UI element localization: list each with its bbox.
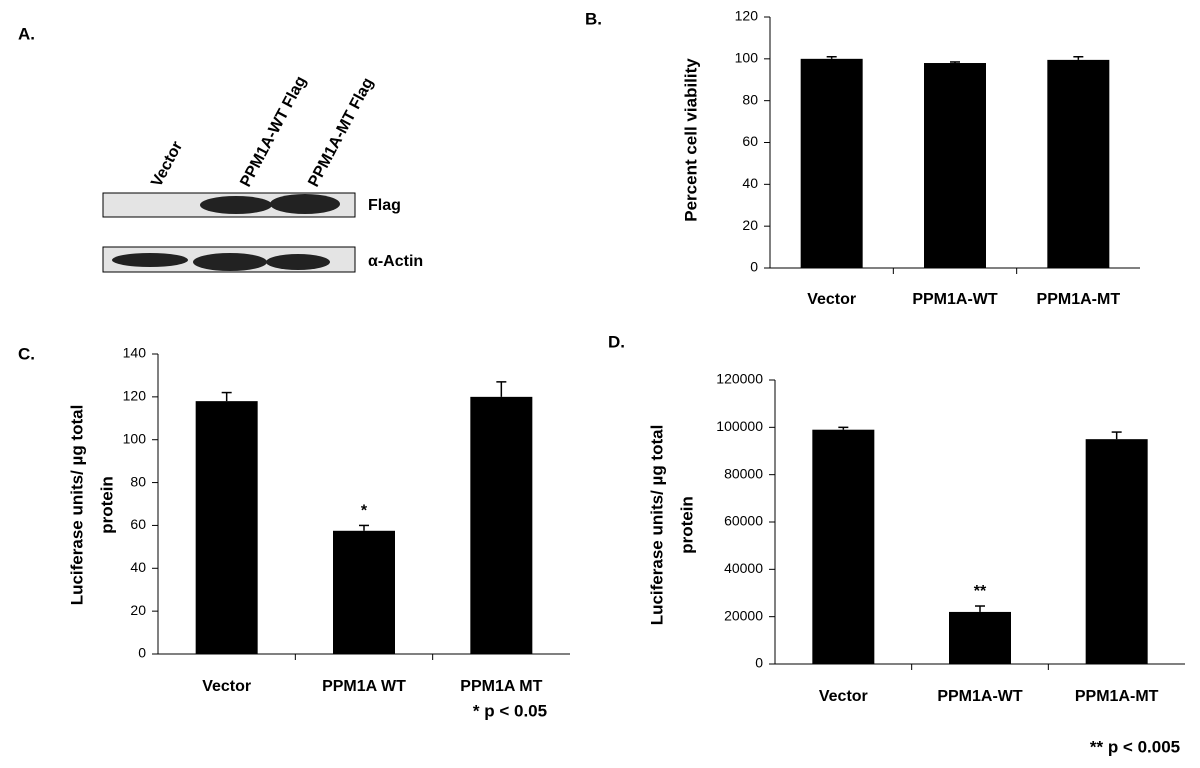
y-tick-label: 40 (742, 175, 758, 191)
bar (812, 429, 875, 664)
y-tick-label: 20 (742, 217, 758, 233)
error-bar (1111, 431, 1122, 440)
footnote: ** p < 0.005 (1090, 737, 1180, 756)
y-tick-label: 100000 (716, 418, 763, 434)
y-axis-label: Luciferase units/ µg total (67, 405, 86, 606)
y-tick-label: 60 (130, 516, 146, 532)
y-axis-label: Luciferase units/ µg total (647, 425, 666, 626)
bar (1047, 59, 1110, 268)
x-tick-label: PPM1A-MT (1075, 688, 1159, 705)
y-tick-label: 0 (138, 645, 146, 661)
x-tick-label: PPM1A MT (460, 678, 542, 695)
y-tick-label: 40 (130, 559, 146, 575)
band (112, 253, 188, 267)
panel-label: B. (585, 9, 602, 28)
row-label: Flag (368, 197, 401, 214)
error-bar (1073, 55, 1084, 60)
x-tick-label: Vector (202, 678, 251, 695)
lane-label: Vector (148, 139, 186, 190)
footnote: * p < 0.05 (473, 701, 547, 720)
y-tick-label: 20 (130, 602, 146, 618)
row-label: α-Actin (368, 253, 423, 270)
error-bar (221, 391, 232, 402)
x-tick-label: PPM1A-MT (1037, 291, 1121, 308)
y-tick-label: 80 (130, 473, 146, 489)
y-axis-label: protein (97, 476, 116, 534)
error-bar (359, 524, 369, 531)
y-tick-label: 0 (755, 655, 763, 671)
y-tick-label: 40000 (724, 560, 763, 576)
x-tick-label: PPM1A-WT (912, 291, 998, 308)
y-tick-label: 60000 (724, 513, 763, 529)
panel-label: C. (18, 344, 35, 363)
y-tick-label: 80 (742, 91, 758, 107)
x-tick-label: PPM1A WT (322, 678, 406, 695)
lane-label: PPM1A-WT Flag (237, 74, 310, 190)
bar (470, 396, 533, 654)
error-bar (496, 381, 507, 397)
error-bar (975, 605, 985, 612)
x-tick-label: PPM1A-WT (937, 688, 1023, 705)
bar (924, 63, 986, 269)
significance-label: * (361, 503, 368, 520)
y-axis-label: protein (677, 496, 696, 554)
band (200, 196, 272, 214)
x-tick-label: Vector (807, 291, 856, 308)
band (193, 253, 267, 271)
y-tick-label: 140 (123, 345, 147, 361)
band (266, 254, 330, 270)
x-tick-label: Vector (819, 688, 868, 705)
chart-panel: B. 0 20 40 60 80 100 120 Percent cell viability V… (585, 8, 1140, 308)
bar (333, 530, 395, 654)
chart-panel: D. 0 20000 40000 60000 80000 100000 120000 Lucif… (608, 332, 1185, 756)
panel-label: D. (608, 332, 625, 351)
panel-a: A. Vector PPM1A-WT Flag PPM1A-MT Flag Fl… (18, 24, 423, 273)
y-tick-label: 60 (742, 133, 758, 149)
error-bar (950, 61, 960, 64)
error-bar (826, 55, 837, 59)
y-axis-label: Percent cell viability (681, 58, 700, 222)
y-tick-label: 120 (123, 388, 147, 404)
bar (949, 611, 1011, 664)
bar (800, 58, 863, 269)
bar (195, 401, 258, 654)
error-bar (838, 426, 849, 430)
y-tick-label: 0 (750, 259, 758, 275)
y-tick-label: 100 (123, 430, 147, 446)
y-tick-label: 120 (735, 8, 759, 24)
y-tick-label: 80000 (724, 465, 763, 481)
panel-label: A. (18, 24, 35, 43)
y-tick-label: 20000 (724, 607, 763, 623)
lane-label: PPM1A-MT Flag (305, 75, 377, 190)
y-tick-label: 100 (735, 50, 759, 66)
band (270, 194, 340, 214)
bar (1085, 439, 1148, 664)
chart-panel: C. 0 20 40 60 80 100 120 140 Luciferase units/ µg… (18, 344, 570, 720)
y-tick-label: 120000 (716, 371, 763, 387)
significance-label: ** (974, 583, 987, 600)
